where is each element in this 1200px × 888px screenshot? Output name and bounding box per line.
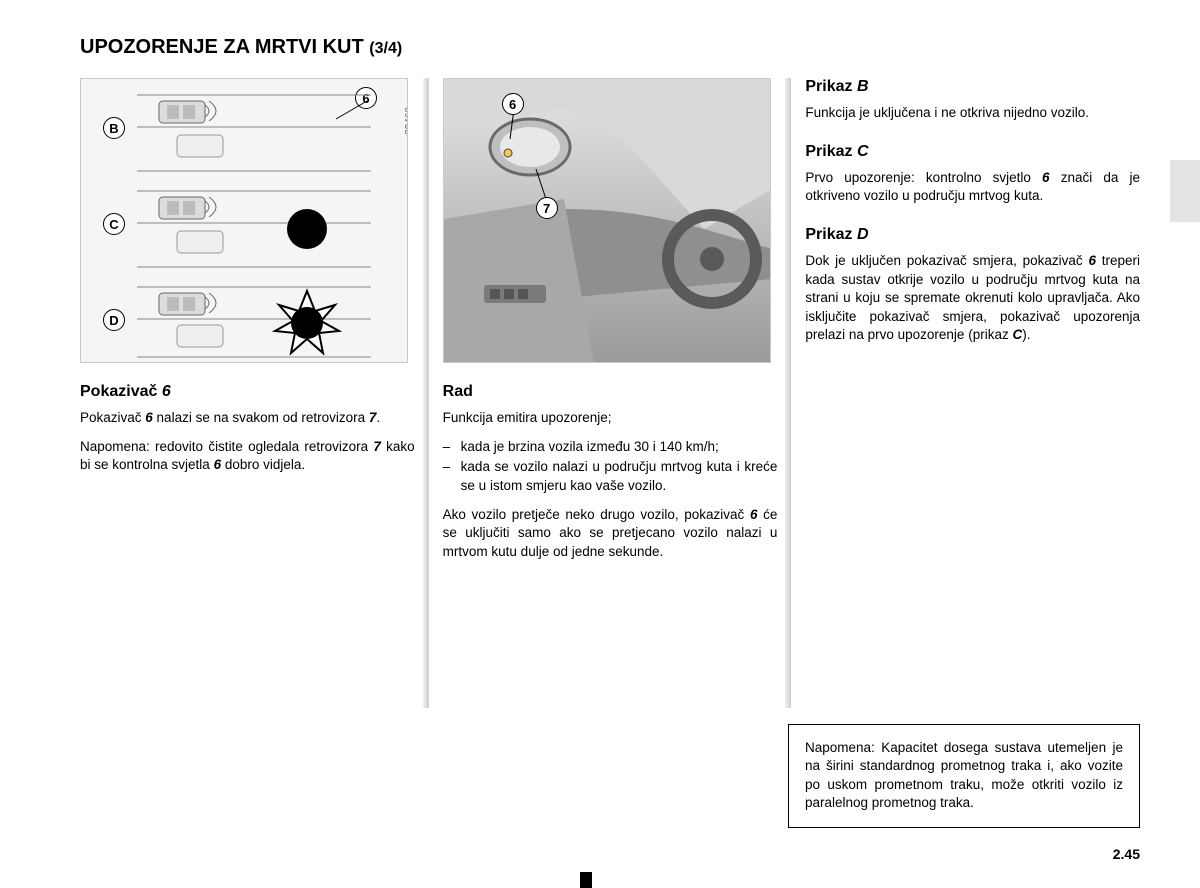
heading-b: Prikaz B (805, 78, 1140, 96)
t: 6 (1088, 253, 1096, 268)
p-d: Dok je uključen pokazivač smjera, pokazi… (805, 252, 1140, 345)
callout-6b: 6 (502, 93, 524, 115)
t: Prikaz (805, 143, 857, 160)
heading-pokazivac: Pokazivač 6 (80, 383, 415, 401)
col2-list: kada je brzina vozila između 30 i 140 km… (443, 438, 778, 496)
content-columns: 39460 6 (80, 78, 1140, 571)
t: Prikaz (805, 78, 857, 95)
list-item: kada je brzina vozila između 30 i 140 km… (443, 438, 778, 457)
t: Ako vozilo pretječe neko drugo vozilo, p… (443, 507, 750, 522)
column-3: Prikaz B Funkcija je uključena i ne otkr… (791, 78, 1140, 571)
page-title: UPOZORENJE ZA MRTVI KUT (3/4) (80, 36, 402, 59)
t: Prvo upozorenje: kontrolno svjetlo (805, 170, 1042, 185)
t: dobro vidjela. (221, 457, 305, 472)
label-b: B (103, 117, 125, 139)
p-b: Funkcija je uključena i ne otkriva nijed… (805, 104, 1140, 123)
note-box: Napomena: Kapacitet dosega sustava uteme… (788, 724, 1140, 829)
t: ). (1022, 327, 1030, 342)
list-item: kada se vozilo nalazi u području mrtvog … (443, 458, 778, 495)
col1-p2: Napomena: redovito čistite ogledala retr… (80, 438, 415, 475)
heading-pre: Pokazivač (80, 383, 162, 400)
label-c: C (103, 213, 125, 235)
label-d: D (103, 309, 125, 331)
t: Pokazivač (80, 410, 145, 425)
title-sub: (3/4) (369, 40, 402, 57)
column-2: 40804 (429, 78, 792, 571)
p-c: Prvo upozorenje: kontrolno svjetlo 6 zna… (805, 169, 1140, 206)
t: Dok je uključen pokazivač smjera, pokazi… (805, 253, 1088, 268)
col2-p1: Funkcija emitira upozorenje; (443, 409, 778, 428)
figure-diagram-bcd: 39460 6 (80, 78, 408, 363)
t: . (376, 410, 380, 425)
page-number: 2.45 (1113, 846, 1140, 862)
t: C (857, 143, 869, 160)
t: Prikaz (805, 226, 857, 243)
t: 6 (1042, 170, 1050, 185)
diagram-svg (81, 79, 408, 363)
t: 6 (214, 457, 222, 472)
t: Napomena: redovito čistite ogledala retr… (80, 439, 373, 454)
heading-c: Prikaz C (805, 143, 1140, 161)
t: 6 (145, 410, 153, 425)
heading-rad: Rad (443, 383, 778, 401)
figure-interior: 40804 (443, 78, 771, 363)
t: nalazi se na svakom od retrovizora (153, 410, 369, 425)
t: C (1012, 327, 1022, 342)
t: B (857, 78, 869, 95)
heading-num: 6 (162, 383, 171, 400)
col1-p1: Pokazivač 6 nalazi se na svakom od retro… (80, 409, 415, 428)
column-1: 39460 6 (80, 78, 429, 571)
interior-svg (444, 79, 771, 363)
crop-mark (580, 872, 592, 888)
title-main: UPOZORENJE ZA MRTVI KUT (80, 36, 369, 58)
t: D (857, 226, 869, 243)
callout-7: 7 (536, 197, 558, 219)
col2-p2: Ako vozilo pretječe neko drugo vozilo, p… (443, 506, 778, 562)
t: 7 (373, 439, 381, 454)
thumb-tab (1170, 160, 1200, 222)
heading-d: Prikaz D (805, 226, 1140, 244)
